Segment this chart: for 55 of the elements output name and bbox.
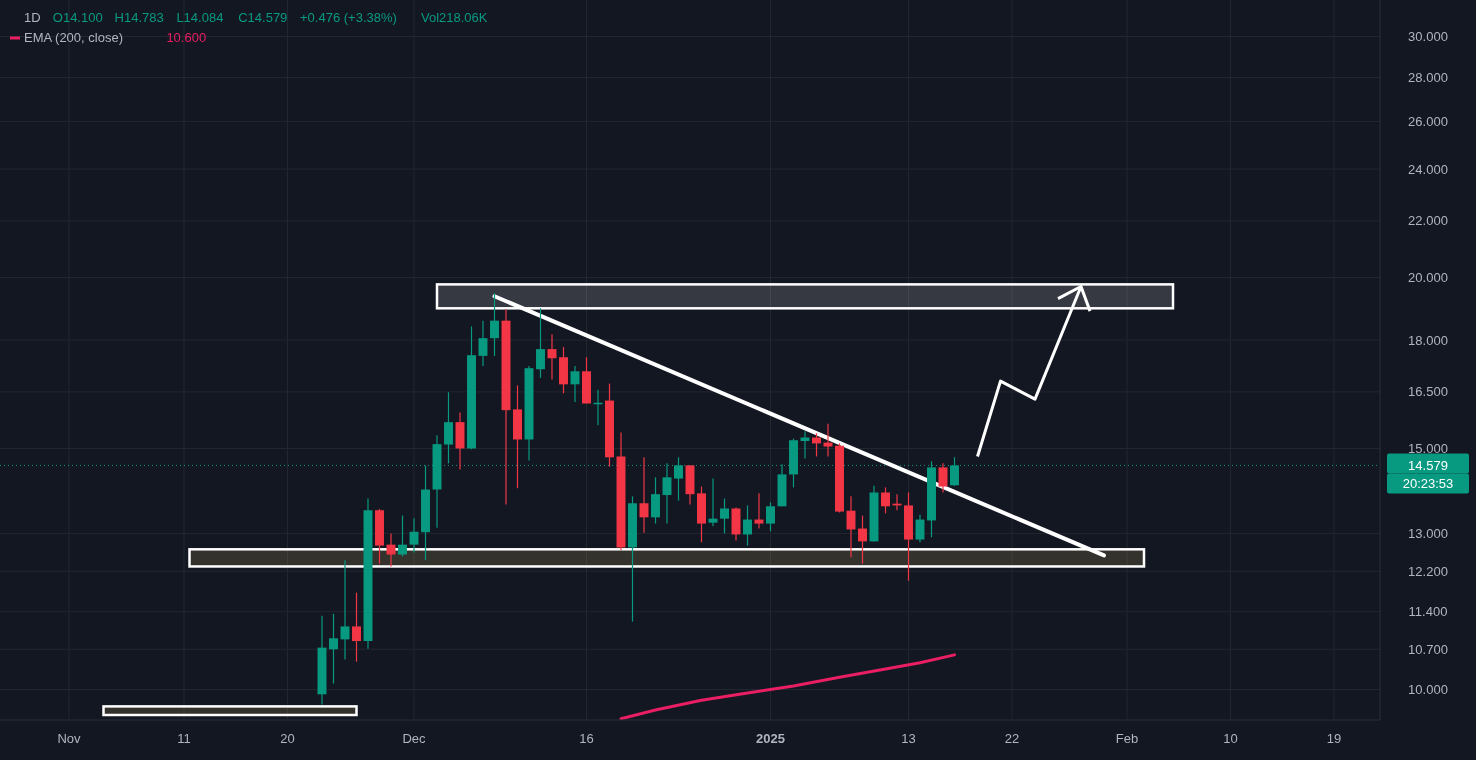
line-series	[619, 653, 956, 720]
y-tick-label: 30.000	[1408, 29, 1448, 45]
x-tick-label: 22	[1004, 731, 1020, 746]
candlestick	[743, 504, 752, 547]
y-tick-label: 28.000	[1408, 70, 1448, 86]
y-tick-label: 10.700	[1408, 641, 1448, 657]
y-tick-label: 13.000	[1408, 526, 1448, 542]
candlestick	[720, 497, 729, 535]
candlestick	[409, 517, 419, 554]
legend-label: EMA (200, close)	[24, 30, 123, 45]
candlestick	[766, 501, 775, 532]
x-tick-label: Dec	[402, 731, 427, 746]
x-tick-label: Feb	[1115, 731, 1139, 746]
annotation: O14.100	[52, 10, 103, 25]
ref-line-label: 14.579	[1408, 457, 1448, 473]
candlestick	[329, 613, 338, 685]
y-tick-label: 16.500	[1408, 384, 1448, 400]
x-tick-label: 2025	[756, 731, 785, 746]
text: 20:23:53	[1402, 475, 1454, 491]
x-tick-label: 11	[177, 731, 191, 746]
candlestick	[938, 462, 948, 494]
x-tick-label: 13	[901, 731, 916, 746]
annotation: H14.783	[114, 10, 164, 25]
candlestick	[444, 391, 453, 464]
candlestick	[340, 559, 350, 660]
candlestick	[352, 592, 361, 663]
candlestick	[858, 514, 867, 565]
candlestick	[881, 486, 890, 514]
y-tick-label: 11.400	[1408, 604, 1448, 620]
x-tick-label: 16	[579, 731, 594, 746]
candlestick	[478, 320, 488, 367]
text: 1D	[24, 10, 41, 25]
x-tick-label: 19	[1326, 731, 1342, 746]
annotation: 10.600	[166, 30, 207, 45]
y-tick-label: 18.000	[1408, 332, 1448, 348]
annotation: Vol218.06K	[421, 10, 488, 25]
candlestick	[398, 514, 407, 557]
candlestick	[823, 423, 833, 458]
x-tick-label: Nov	[57, 731, 82, 746]
annotation: C14.579	[238, 10, 288, 25]
x-tick-label: 10	[1223, 731, 1238, 746]
candlestick	[536, 307, 545, 379]
y-tick-label: 24.000	[1408, 161, 1448, 177]
y-tick-label: 10.000	[1408, 682, 1448, 698]
annotation: +0.476 (+3.38%)	[300, 10, 397, 25]
y-tick-label: 20.000	[1408, 270, 1448, 286]
annotation: L14.084	[176, 10, 224, 25]
candlestick	[490, 292, 499, 357]
y-tick-label: 12.200	[1408, 563, 1448, 579]
y-tick-label: 26.000	[1408, 114, 1448, 130]
y-tick-label: 15.000	[1408, 441, 1448, 457]
y-tick-label: 22.000	[1408, 213, 1448, 229]
candlestick	[386, 532, 396, 568]
x-tick-label: 20	[280, 731, 295, 746]
candlestick	[651, 476, 660, 525]
